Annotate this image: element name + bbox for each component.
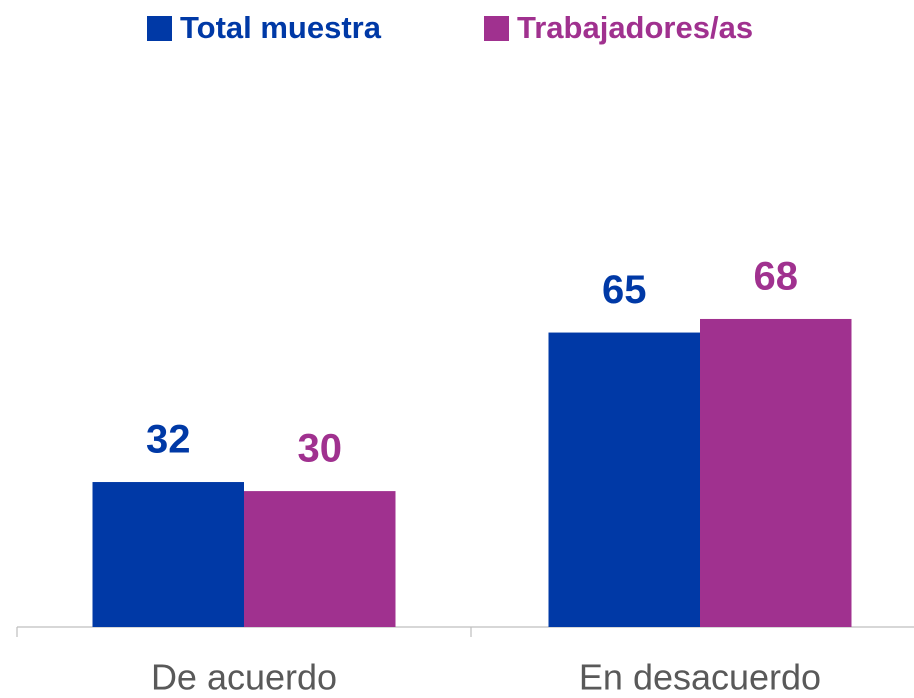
x-tick-label: De acuerdo xyxy=(151,657,337,698)
legend-label: Total muestra xyxy=(180,10,382,45)
data-label: 68 xyxy=(754,255,799,299)
legend-swatch xyxy=(484,16,509,41)
data-label: 65 xyxy=(602,268,647,312)
bar xyxy=(548,332,700,627)
legend-label: Trabajadores/as xyxy=(517,10,753,45)
data-label: 32 xyxy=(146,418,191,462)
bar xyxy=(92,482,244,627)
data-label: 30 xyxy=(298,427,343,471)
legend-swatch xyxy=(147,16,172,41)
bar xyxy=(700,318,852,627)
x-tick-label: En desacuerdo xyxy=(579,657,821,698)
bar xyxy=(244,491,396,627)
